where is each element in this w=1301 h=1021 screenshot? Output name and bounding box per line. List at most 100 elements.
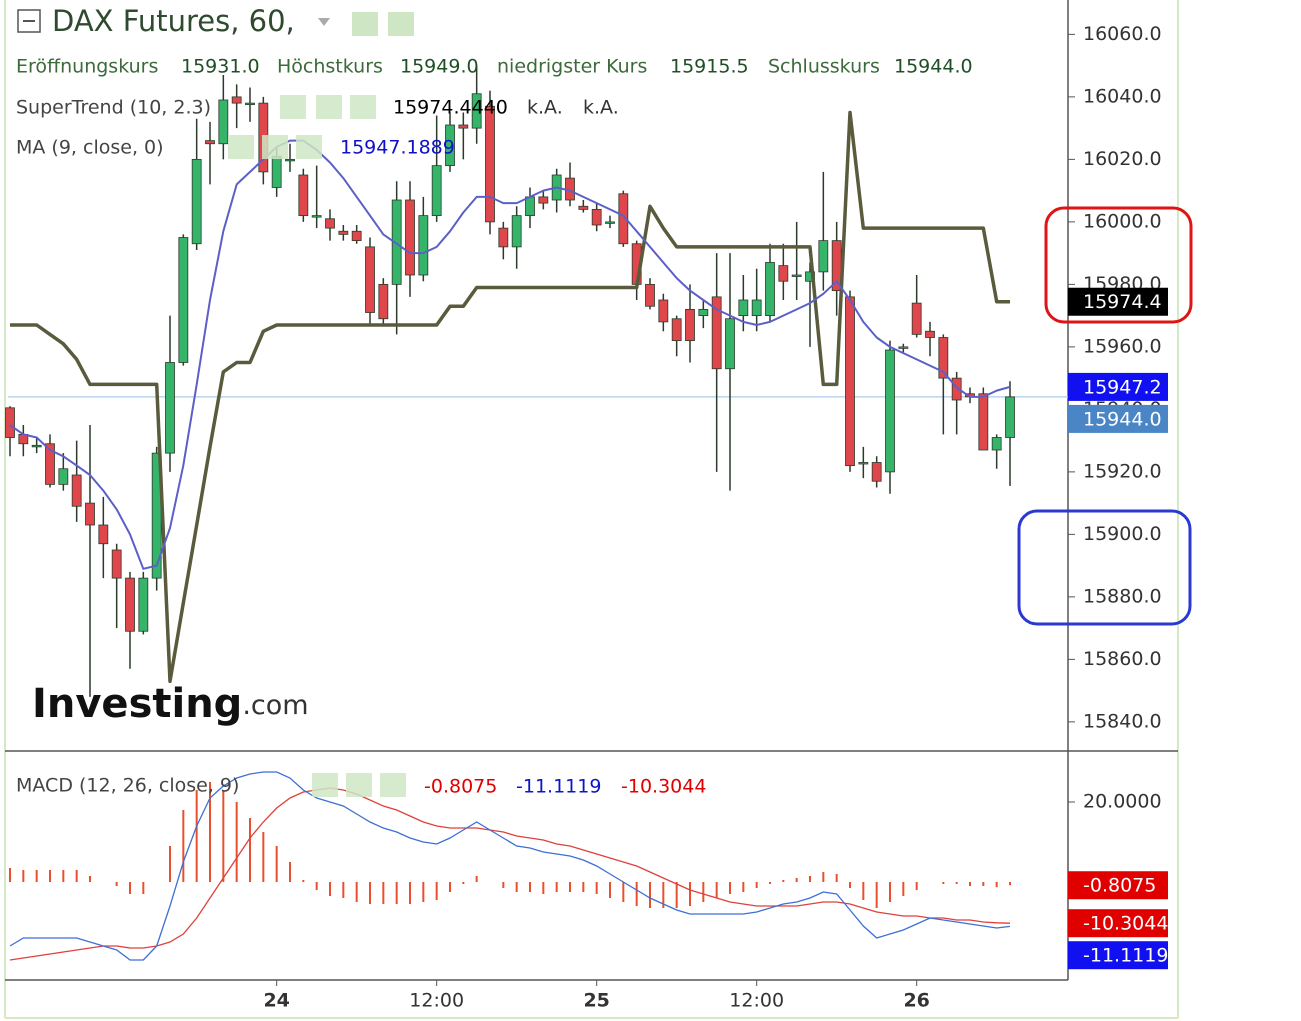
price-tag-label: 15974.4 [1083, 291, 1162, 313]
y-tick-label: 20.0000 [1083, 791, 1162, 813]
eye-icon[interactable] [352, 12, 378, 36]
candle-body [511, 215, 522, 248]
candle-body [31, 444, 42, 448]
candle-body [978, 393, 989, 451]
remove-icon[interactable] [380, 773, 406, 797]
y-tick-label: 15960.0 [1083, 335, 1162, 357]
indicator-line [10, 110, 1010, 684]
y-tick-label: 16000.0 [1083, 210, 1162, 232]
eye-icon[interactable] [312, 773, 338, 797]
candle-body [205, 140, 215, 145]
candle-body [245, 102, 255, 106]
supertrend-readout: k.A. [527, 97, 563, 119]
price-tag [1068, 287, 1168, 316]
candle-body [351, 230, 362, 242]
candle-body [298, 174, 309, 217]
candle-body [791, 274, 802, 277]
candle-body [885, 349, 895, 473]
price-tag [1068, 909, 1168, 938]
y-tick-label: 15900.0 [1083, 523, 1162, 545]
candle-body [591, 208, 602, 226]
candle-body [405, 199, 415, 276]
candle-body [378, 283, 389, 320]
plot-area: 15840.015860.015880.015900.015920.015940… [5, 23, 1162, 1012]
candle-body [445, 124, 455, 167]
remove-icon[interactable] [296, 135, 322, 159]
y-tick-label: 15920.0 [1083, 460, 1162, 482]
candle-body [618, 193, 629, 245]
candle-body [685, 308, 695, 342]
candle-body [671, 318, 682, 342]
candle-body [338, 230, 349, 235]
watermark-brand: Investing [32, 681, 242, 727]
candle-body [485, 105, 495, 223]
ohlc-legend: Eröffnungskurs 15931.0 Höchstkurs 15949.0 ni… [16, 56, 973, 78]
remove-icon[interactable] [350, 95, 376, 119]
candle-body [218, 99, 229, 145]
settings-icon[interactable] [346, 773, 372, 797]
ohlc-value: 15931.0 [181, 56, 260, 78]
ohlc-label: Schlusskurs [768, 56, 880, 78]
candle-body [778, 265, 789, 282]
candle-body [498, 227, 509, 248]
y-tick-label: 15840.0 [1083, 710, 1162, 732]
y-tick-label: 15860.0 [1083, 648, 1162, 670]
candle-body [125, 577, 135, 632]
candle-body [858, 462, 869, 465]
candle-body [98, 524, 109, 545]
ohlc-label: niedrigster Kurs [497, 56, 647, 78]
candle-body [178, 237, 189, 363]
price-tag-label: 15947.2 [1083, 376, 1162, 398]
supertrend-name: SuperTrend (10, 2.3) [16, 97, 211, 119]
collapse-icon[interactable] [17, 9, 41, 33]
candle-body [605, 221, 615, 224]
price-tag-label: -11.1119 [1083, 945, 1168, 967]
ohlc-label: Eröffnungskurs [16, 56, 158, 78]
candle-body [738, 299, 749, 317]
candle-body [725, 318, 735, 370]
y-tick-label: 16060.0 [1083, 23, 1162, 45]
x-tick-label: 12:00 [409, 990, 464, 1012]
candle-body [325, 218, 335, 229]
candle-body [471, 93, 482, 129]
candle-body [911, 302, 922, 335]
candle-body [898, 346, 909, 349]
y-tick-label: 16040.0 [1083, 85, 1162, 107]
price-tag-label: -10.3044 [1083, 913, 1168, 935]
supertrend-readout: k.A. [583, 97, 619, 119]
settings-icon[interactable] [316, 95, 342, 119]
eye-icon[interactable] [228, 135, 254, 159]
eye-icon[interactable] [280, 95, 306, 119]
candle-body [85, 502, 95, 526]
candle-body [71, 474, 82, 507]
y-tick-label: 15880.0 [1083, 585, 1162, 607]
candle-body [431, 165, 442, 217]
candle-body [5, 407, 15, 438]
ohlc-value: 15944.0 [894, 56, 973, 78]
candle-body [418, 215, 429, 276]
dropdown-icon[interactable] [318, 18, 330, 26]
macd-line [9, 771, 1011, 961]
x-tick-label: 24 [263, 990, 289, 1012]
y-tick-label: 16020.0 [1083, 148, 1162, 170]
ohlc-value: 15915.5 [670, 56, 749, 78]
candle-body [991, 437, 1002, 451]
candle-body [818, 240, 829, 273]
settings-icon[interactable] [388, 12, 414, 36]
candle-body [391, 199, 402, 285]
candle-body [938, 337, 949, 379]
ma-readout: 15947.1889 [340, 137, 455, 159]
settings-icon[interactable] [262, 135, 288, 159]
highlight-red [1044, 206, 1193, 324]
x-tick-label: 26 [903, 990, 929, 1012]
candle-body [871, 462, 882, 482]
ma-name: MA (9, close, 0) [16, 137, 164, 159]
candle-body [538, 196, 549, 204]
price-tag [1068, 404, 1168, 433]
candle-body [58, 468, 69, 485]
candle-body [138, 577, 149, 632]
candle-body [1005, 396, 1015, 438]
macd-title: MACD (12, 26, close, 9) [16, 775, 239, 797]
candle-body [751, 299, 762, 317]
